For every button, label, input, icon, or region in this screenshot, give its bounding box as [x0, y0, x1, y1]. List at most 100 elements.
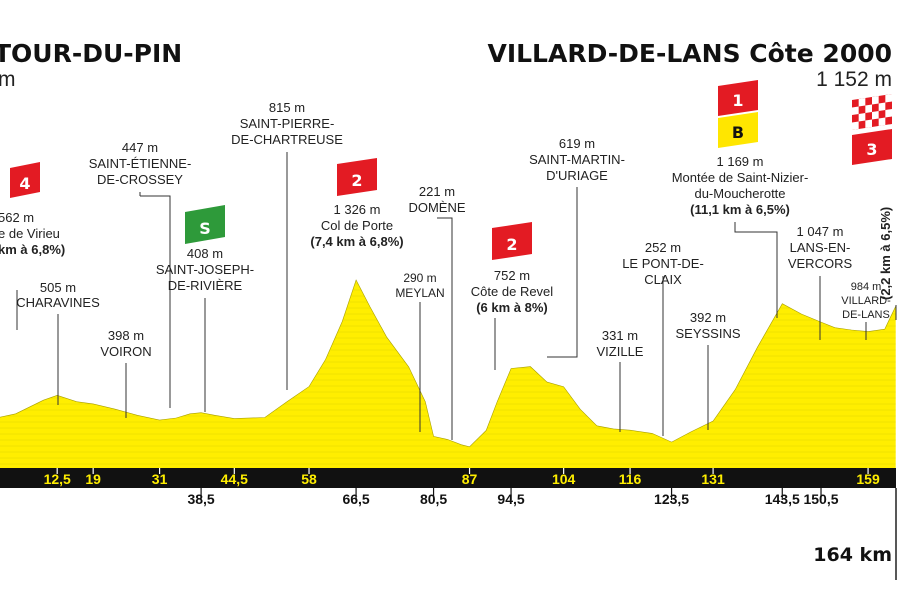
flag-check: [885, 109, 892, 118]
flag-check: [885, 94, 892, 103]
flag-check: [852, 106, 859, 115]
voiron-alt: 398 m: [108, 328, 144, 343]
place-labels: 562 m e de Virieu km à 6,8%) 505 m CHARA…: [0, 100, 893, 359]
saint-nizier-name2: du-Moucherotte: [694, 186, 785, 201]
total-distance-label: 164 km: [813, 544, 892, 566]
tick-38-5: 38,5: [187, 482, 215, 507]
domene-name: DOMÈNE: [408, 200, 465, 215]
finish-altitude: 1 152 m: [816, 68, 892, 91]
elevation-profile-outline: [0, 279, 896, 448]
uriage-name: SAINT-MARTIN-: [529, 152, 625, 167]
leader-saint-nizier-line: [734, 222, 778, 318]
col-de-porte-detail: (7,4 km à 6,8%): [310, 234, 403, 249]
vizille-name: VIZILLE: [597, 344, 644, 359]
meylan-name: MEYLAN: [395, 286, 444, 300]
saint-pierre-name2: DE-CHARTREUSE: [231, 132, 343, 147]
saint-joseph-name: SAINT-JOSEPH-: [156, 262, 254, 277]
tick-66-5: 66,5: [342, 482, 370, 507]
charavines-name: CHARAVINES: [16, 295, 100, 310]
tick-150-5: 150,5: [803, 482, 839, 507]
tick-87: 87: [462, 468, 478, 487]
tick-123-5: 123,5: [654, 482, 689, 507]
col-de-porte-name: Col de Porte: [321, 218, 393, 233]
bonus-badge-label: B: [732, 123, 744, 142]
tick-12-5: 12,5: [44, 468, 71, 487]
tick-label: 58: [301, 471, 317, 487]
flag-check: [872, 96, 879, 105]
tick-80-5: 80,5: [420, 482, 447, 507]
charavines-alt: 505 m: [40, 280, 76, 295]
lans-alt: 1 047 m: [797, 224, 844, 239]
tick-label: 87: [462, 471, 478, 487]
tick-131: 131: [701, 468, 725, 487]
tick-label: 80,5: [420, 491, 447, 507]
place-leader-lines: [16, 152, 897, 440]
tick-label: 116: [619, 471, 642, 487]
uriage-alt: 619 m: [559, 136, 595, 151]
tick-label: 31: [152, 471, 168, 487]
tick-104: 104: [552, 468, 576, 487]
virieu-detail: km à 6,8%): [0, 242, 65, 257]
distance-ticks: 12,5 19 31 44,5 58 87 104 116 131 159 38,5 66,5 80,5…: [44, 468, 880, 507]
bonus-badge: B: [718, 112, 758, 148]
saint-nizier-detail: (11,1 km à 6,5%): [690, 202, 790, 217]
start-town-name: TOUR-DU-PIN: [0, 39, 182, 68]
flag-check: [858, 113, 866, 122]
lans-name: LANS-EN-: [790, 240, 851, 255]
finish-town-name: VILLARD-DE-LANS Côte 2000: [487, 39, 892, 68]
tick-159: 159: [856, 468, 880, 487]
saint-pierre-alt: 815 m: [269, 100, 305, 115]
uriage-name2: D'URIAGE: [546, 168, 608, 183]
distance-baseline-bar: [0, 468, 896, 488]
flag-check: [858, 98, 866, 107]
lans-name2: VERCORS: [788, 256, 853, 271]
tick-label: 19: [85, 471, 101, 487]
elevation-profile-area: [0, 280, 896, 468]
tick-label: 104: [552, 471, 576, 487]
domene-alt: 221 m: [419, 184, 455, 199]
vizille-alt: 331 m: [602, 328, 638, 343]
tick-label: 143,5: [765, 491, 800, 507]
virieu-name: e de Virieu: [0, 226, 60, 241]
tick-label: 66,5: [342, 491, 369, 507]
tick-label: 94,5: [497, 491, 524, 507]
seyssins-alt: 392 m: [690, 310, 726, 325]
pont-de-claix-alt: 252 m: [645, 240, 681, 255]
climb-badge-cat4-label: 4: [19, 174, 30, 193]
meylan-alt: 290 m: [403, 271, 436, 285]
flag-check: [878, 117, 886, 126]
flag-check: [865, 119, 872, 128]
saint-nizier-alt: 1 169 m: [717, 154, 764, 169]
tick-label: 150,5: [803, 491, 838, 507]
climb-badge-saint-nizier-label: 1: [732, 91, 743, 110]
climb-badge-cote-de-revel: 2: [492, 222, 532, 260]
tick-19: 19: [85, 468, 101, 487]
flag-check: [878, 102, 886, 111]
pont-de-claix-name: LE PONT-DE-: [622, 256, 704, 271]
seyssins-name: SEYSSINS: [675, 326, 740, 341]
flag-check: [852, 121, 859, 130]
final-climb-detail: (2,2 km à 6,5%): [878, 207, 893, 300]
col-de-porte-alt: 1 326 m: [334, 202, 381, 217]
sprint-badge-label: S: [199, 219, 211, 238]
tick-label: 44,5: [221, 471, 248, 487]
saint-nizier-name: Montée de Saint-Nizier-: [672, 170, 809, 185]
villard-name2: DE-LANS: [842, 309, 890, 321]
tick-143-5: 143,5: [765, 482, 800, 507]
climb-badge-cat4: 4: [10, 162, 40, 198]
cote-de-revel-name: Côte de Revel: [471, 284, 553, 299]
leader-crossey-line: [140, 195, 171, 408]
finish-flag-icon: [852, 94, 892, 130]
climb-badge-col-de-porte: 2: [337, 158, 377, 196]
villard-name: VILLARD-: [841, 295, 891, 307]
voiron-name: VOIRON: [100, 344, 151, 359]
saint-pierre-name: SAINT-PIERRE-: [240, 116, 335, 131]
flag-check: [865, 104, 872, 113]
tick-58: 58: [301, 468, 317, 487]
climb-badge-col-de-porte-label: 2: [351, 171, 362, 190]
crossey-name2: DE-CROSSEY: [97, 172, 183, 187]
sprint-badge: S: [185, 205, 225, 244]
crossey-name: SAINT-ÉTIENNE-: [89, 156, 192, 171]
tick-116: 116: [619, 468, 642, 487]
saint-joseph-alt: 408 m: [187, 246, 223, 261]
